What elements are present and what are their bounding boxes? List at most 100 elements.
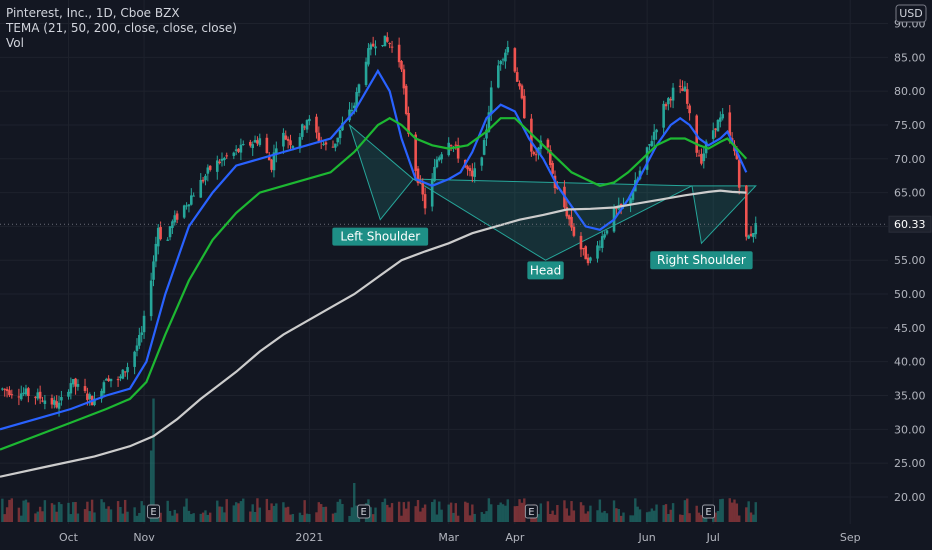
x-tick-label: Nov: [133, 531, 155, 544]
candle: [334, 143, 337, 152]
volume-bar: [487, 498, 491, 522]
candle-body: [317, 132, 321, 142]
volume-bar: [695, 505, 698, 522]
volume-bar: [381, 502, 384, 522]
volume-bar: [697, 512, 701, 522]
candle: [430, 173, 434, 212]
y-tick-label: 75.00: [894, 119, 926, 132]
candle-body: [565, 207, 569, 217]
head-shoulders-pattern: [348, 123, 757, 261]
candle: [369, 42, 373, 56]
candle-body: [187, 204, 191, 207]
candle: [215, 155, 219, 180]
candle: [386, 32, 389, 43]
volume-bar: [55, 511, 58, 522]
candle: [17, 388, 21, 406]
candle: [596, 240, 599, 263]
candle-body: [662, 103, 665, 128]
candle-body: [423, 194, 427, 209]
candle: [456, 137, 460, 163]
volume-bar: [648, 511, 651, 522]
x-tick-label: Oct: [59, 531, 79, 544]
candle-body: [3, 388, 7, 390]
candles: [1, 32, 758, 417]
volume-bar: [76, 513, 80, 522]
candle: [253, 135, 257, 143]
candle: [315, 113, 318, 139]
volume-bar: [700, 514, 703, 522]
candle-body: [215, 160, 219, 172]
candle-body: [71, 379, 75, 385]
candle-body: [298, 137, 302, 149]
volume-bar: [109, 509, 113, 522]
x-tick-label: Mar: [438, 531, 459, 544]
candle: [67, 389, 70, 400]
candle-body: [154, 243, 158, 262]
volume-bar: [301, 515, 304, 522]
candle: [76, 379, 80, 391]
volume-bar: [265, 498, 269, 522]
candle: [300, 123, 304, 140]
price-axis-bg: [888, 0, 932, 550]
candle-body: [683, 86, 687, 92]
candle: [249, 139, 252, 148]
volume-bar: [334, 512, 337, 522]
candle-body: [600, 236, 604, 248]
candle: [104, 377, 108, 381]
candle-body: [522, 95, 526, 119]
candle-body: [208, 165, 212, 170]
candle: [584, 245, 588, 260]
volume-bar: [638, 509, 642, 522]
volume-bar: [490, 504, 493, 522]
candle-body: [199, 179, 203, 198]
volume-bar: [728, 498, 731, 522]
volume-bar: [83, 509, 87, 522]
volume-bar: [631, 515, 635, 522]
volume-bar: [322, 507, 325, 522]
candle-body: [53, 399, 56, 405]
volume-bar: [397, 501, 401, 522]
volume-bar: [105, 508, 108, 522]
volume-bar: [149, 450, 153, 522]
volume-bar: [27, 502, 30, 522]
volume-bar: [414, 506, 417, 522]
volume-bar: [355, 505, 358, 522]
volume-bar: [622, 512, 625, 522]
candle-body: [55, 401, 58, 408]
candle-body: [135, 345, 139, 351]
volume-bar: [152, 398, 155, 522]
candle: [499, 59, 502, 71]
candle: [700, 148, 703, 166]
earnings-marker-box: [702, 504, 716, 519]
candle: [374, 40, 377, 56]
y-tick-label: 30.00: [894, 423, 926, 436]
candle: [737, 154, 741, 195]
candle: [74, 377, 77, 395]
volume-bar: [270, 503, 273, 522]
candle-body: [338, 129, 342, 139]
volume-bar: [183, 506, 186, 522]
volume-bar: [22, 500, 25, 522]
candle-body: [76, 384, 80, 387]
volume-bar: [57, 502, 61, 522]
volume-bar: [549, 514, 552, 522]
volume-bar: [749, 512, 753, 522]
earnings-marker-label: E: [150, 507, 156, 518]
candle-body: [93, 398, 96, 406]
candle-body: [603, 234, 606, 238]
volume-bar: [223, 512, 226, 522]
candle-body: [102, 382, 106, 394]
candle-body: [334, 143, 337, 148]
candle-body: [567, 215, 571, 220]
candle: [520, 83, 524, 100]
candle: [338, 129, 342, 145]
candle-body: [140, 332, 144, 336]
candle-body: [107, 378, 110, 382]
volume-bar: [159, 512, 162, 522]
candle-body: [596, 245, 599, 259]
volume-bar: [100, 499, 103, 522]
candle: [175, 210, 179, 224]
x-tick-label: 2021: [295, 531, 323, 544]
volume-bar: [466, 502, 469, 522]
volume-bar: [41, 511, 44, 522]
